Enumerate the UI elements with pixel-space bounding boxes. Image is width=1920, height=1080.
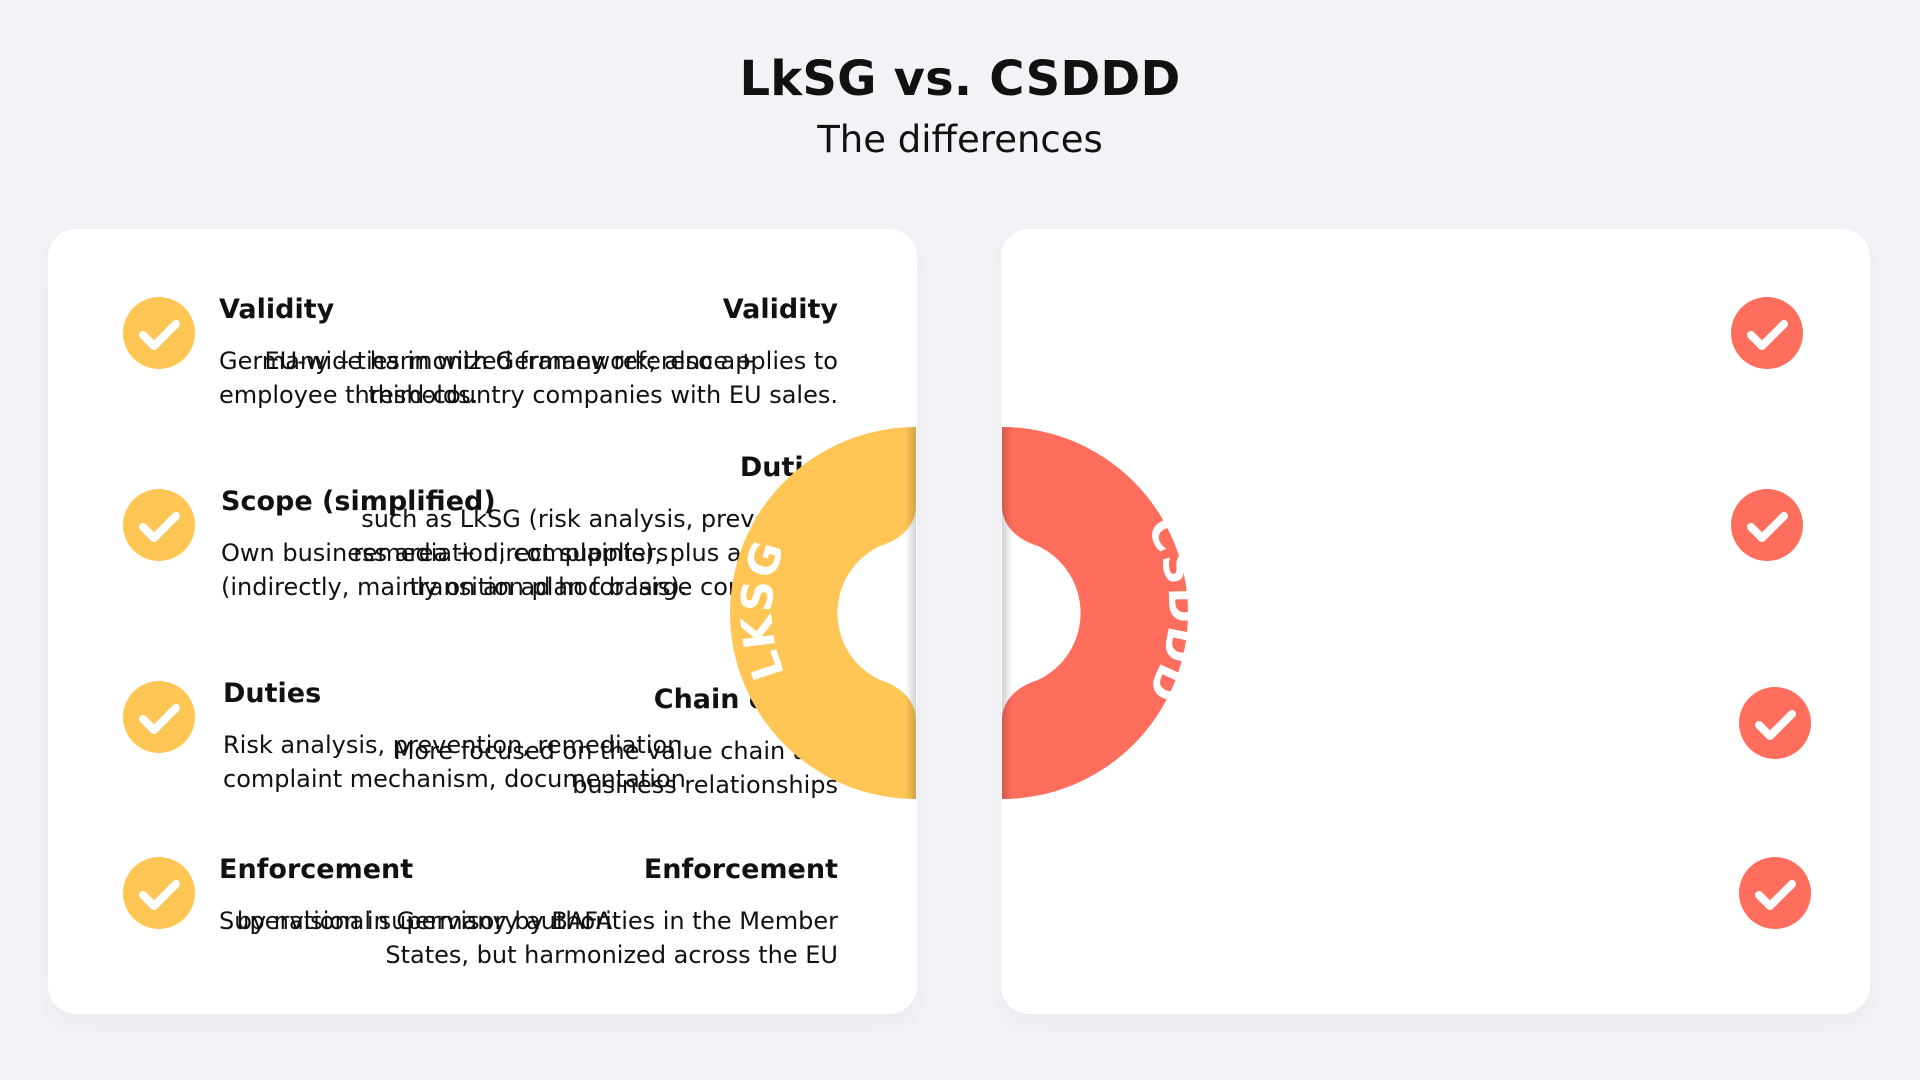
page-subtitle: The differences — [817, 118, 1103, 161]
check-icon — [123, 857, 195, 929]
csddd-item-text: More focused on the value chain and busi… — [393, 737, 838, 799]
check-icon — [1731, 489, 1803, 561]
csddd-item-text: such as LkSG (risk analysis, prevention,… — [353, 505, 838, 601]
lksg-item-title: Scope (simplified) — [221, 486, 496, 517]
lksg-item-text: Risk analysis, prevention, remediation, … — [223, 731, 691, 793]
check-icon — [1731, 297, 1803, 369]
page-title: LkSG vs. CSDDD — [739, 51, 1181, 107]
check-icon — [123, 681, 195, 753]
check-icon — [123, 489, 195, 561]
check-icon — [1739, 687, 1811, 759]
csddd-card: Validity EU-wide harmonized framework; a… — [237, 229, 1870, 1014]
check-icon — [1739, 857, 1811, 929]
lksg-item-text: Germany – ties in with Germany reference… — [219, 347, 756, 409]
csddd-item-title: Duties — [739, 452, 838, 483]
csddd-item-title: Enforcement — [643, 854, 838, 885]
lksg-item-title: Enforcement — [219, 854, 414, 885]
lksg-item-title: Duties — [223, 678, 322, 709]
lksg-item-title: Validity — [219, 294, 335, 325]
csddd-item-title: Validity — [722, 294, 838, 325]
lksg-item-text: Supervision in Germany by BAFA — [219, 907, 613, 935]
check-icon — [123, 297, 195, 369]
csddd-item-text: by national supervisory authorities in t… — [236, 907, 838, 969]
csddd-item-title: Chain depth — [653, 684, 838, 715]
lksg-item-text: Own business area + direct suppliers (in… — [221, 539, 688, 601]
csddd-item-text: EU-wide harmonized framework; also appli… — [264, 347, 838, 409]
